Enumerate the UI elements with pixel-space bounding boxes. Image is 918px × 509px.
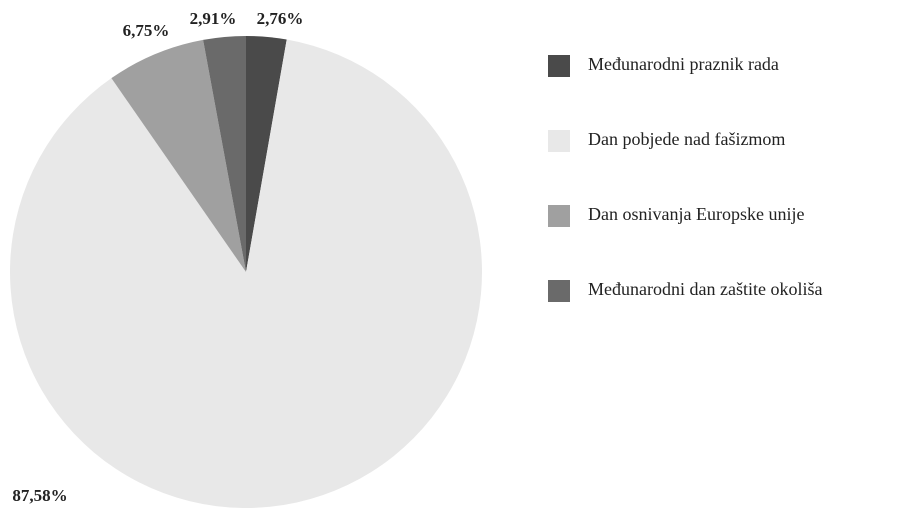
legend-swatch [548,130,570,152]
legend-swatch [548,205,570,227]
legend-label: Međunarodni praznik rada [588,54,779,74]
legend-label: Dan osnivanja Europske unije [588,204,804,224]
legend-label: Međunarodni dan zaštite okoliša [588,279,822,299]
pie-slice [246,36,287,272]
data-label: 87,58% [12,486,67,505]
pie-slice [203,36,246,272]
data-label: 6,75% [123,21,170,40]
legend-label: Dan pobjede nad fašizmom [588,129,785,149]
data-label: 2,91% [190,9,237,28]
pie-slice [9,39,483,509]
legend-swatch [548,55,570,77]
legend-swatch [548,280,570,302]
pie-slice [111,39,246,273]
data-label: 2,76% [257,9,304,28]
